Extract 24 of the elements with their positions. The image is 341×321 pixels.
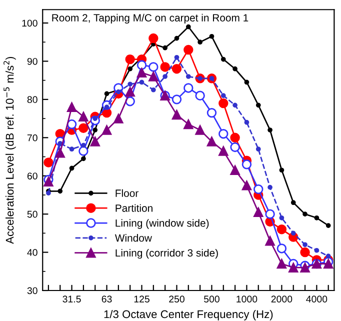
y-tick-label: 80 — [27, 96, 38, 104]
x-tick-label: 250 — [169, 296, 184, 303]
y-tick-label: 40 — [27, 249, 38, 256]
legend-label: Lining (corridor 3 side) — [116, 248, 218, 259]
x-tick-label: 31.5 — [62, 296, 81, 303]
chart-title: Room 2, Tapping M/C on carpet in Room 1 — [52, 14, 248, 24]
y-tick-label: 90 — [27, 58, 38, 65]
y-tick-label: 60 — [27, 172, 38, 180]
y-tick-label: 30 — [27, 287, 38, 294]
x-tick-label: 1000 — [236, 296, 258, 303]
y-tick-label: 70 — [27, 134, 38, 142]
legend-label: Floor — [116, 189, 138, 197]
x-tick-label: 4000 — [306, 296, 328, 303]
y-tick-label: 100 — [22, 20, 38, 27]
x-tick-label: 63 — [102, 296, 112, 303]
x-tick-label: 2000 — [271, 296, 292, 303]
x-tick-label: 500 — [204, 296, 220, 303]
y-tick-label: 50 — [27, 210, 38, 218]
legend-label: Window — [114, 234, 152, 242]
x-tick-label: 125 — [134, 296, 150, 303]
legend-label: Partition — [116, 204, 152, 212]
legend-label: Lining (window side) — [116, 219, 209, 229]
x-axis-title: 1/3 Octave Center Frequency (Hz) — [104, 310, 273, 320]
y-axis-title: Acceleration Level (dB ref. 10$^{−5}$ m/s$^{2}$) — [4, 56, 16, 244]
